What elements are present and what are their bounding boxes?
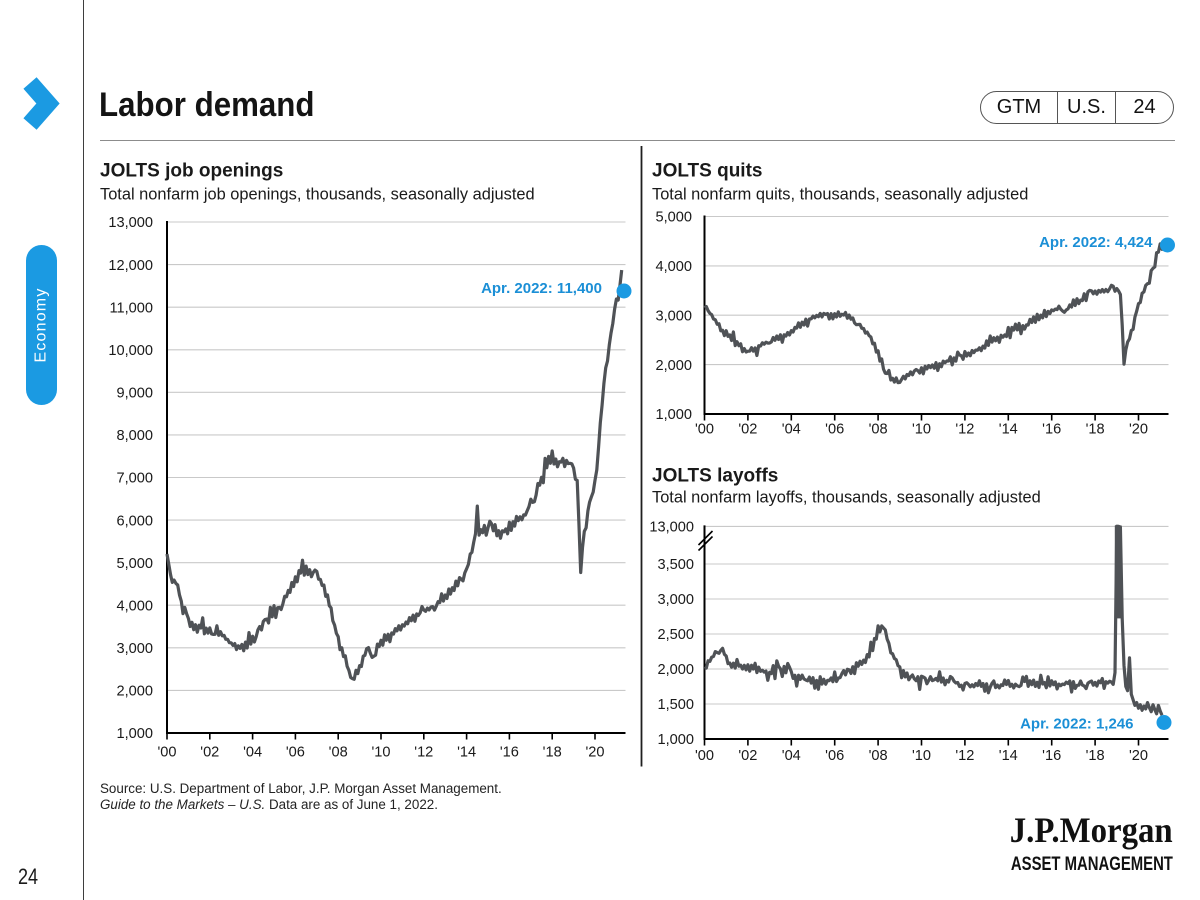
svg-text:'08: '08: [869, 748, 888, 764]
svg-text:'12: '12: [414, 745, 433, 761]
svg-text:'00: '00: [157, 745, 176, 761]
svg-text:3,500: 3,500: [657, 557, 694, 573]
svg-text:'18: '18: [1086, 748, 1105, 764]
svg-text:'08: '08: [869, 422, 888, 438]
svg-text:Total nonfarm job openings, th: Total nonfarm job openings, thousands, s…: [100, 186, 535, 204]
svg-text:'16: '16: [500, 745, 519, 761]
svg-text:5,000: 5,000: [116, 556, 153, 572]
svg-text:'04: '04: [243, 745, 262, 761]
svg-text:'18: '18: [543, 745, 562, 761]
svg-text:'20: '20: [1129, 422, 1148, 438]
svg-text:3,000: 3,000: [655, 308, 692, 324]
svg-text:8,000: 8,000: [116, 428, 153, 444]
svg-text:JOLTS job openings: JOLTS job openings: [100, 161, 283, 182]
svg-text:6,000: 6,000: [116, 513, 153, 529]
svg-text:1,000: 1,000: [657, 732, 694, 748]
svg-text:13,000: 13,000: [108, 215, 153, 231]
svg-text:'12: '12: [955, 422, 974, 438]
svg-text:'04: '04: [782, 748, 801, 764]
svg-text:2,000: 2,000: [657, 662, 694, 678]
svg-text:'00: '00: [695, 748, 714, 764]
svg-text:2,000: 2,000: [655, 358, 692, 374]
svg-text:Total nonfarm layoffs, thousan: Total nonfarm layoffs, thousands, season…: [652, 489, 1041, 507]
svg-text:11,000: 11,000: [109, 300, 153, 316]
svg-text:'02: '02: [738, 748, 757, 764]
svg-text:JOLTS quits: JOLTS quits: [652, 161, 762, 182]
svg-text:'06: '06: [825, 422, 844, 438]
svg-text:'10: '10: [912, 422, 931, 438]
svg-text:2,500: 2,500: [657, 627, 694, 643]
svg-text:5,000: 5,000: [655, 210, 692, 226]
svg-text:2,000: 2,000: [116, 684, 153, 700]
svg-text:1,000: 1,000: [655, 407, 692, 423]
svg-text:'02: '02: [738, 422, 757, 438]
svg-text:Apr. 2022: 1,246: Apr. 2022: 1,246: [1020, 716, 1133, 733]
svg-text:Apr. 2022: 11,400: Apr. 2022: 11,400: [481, 280, 602, 297]
svg-text:'02: '02: [200, 745, 219, 761]
svg-text:'16: '16: [1042, 422, 1061, 438]
svg-text:1,500: 1,500: [657, 697, 694, 713]
svg-text:9,000: 9,000: [116, 386, 153, 402]
svg-text:'18: '18: [1086, 422, 1105, 438]
svg-text:Total nonfarm quits, thousands: Total nonfarm quits, thousands, seasonal…: [652, 186, 1028, 204]
svg-text:'14: '14: [457, 745, 476, 761]
svg-text:'16: '16: [1042, 748, 1061, 764]
svg-text:'14: '14: [999, 748, 1018, 764]
svg-text:'14: '14: [999, 422, 1018, 438]
svg-text:'00: '00: [695, 422, 714, 438]
svg-text:12,000: 12,000: [108, 258, 153, 274]
svg-text:'10: '10: [912, 748, 931, 764]
svg-text:4,000: 4,000: [655, 259, 692, 275]
svg-text:7,000: 7,000: [116, 471, 153, 487]
svg-text:4,000: 4,000: [116, 599, 153, 615]
svg-text:'06: '06: [825, 748, 844, 764]
svg-text:'20: '20: [585, 745, 604, 761]
svg-text:'12: '12: [955, 748, 974, 764]
svg-text:13,000: 13,000: [649, 520, 694, 536]
svg-text:1,000: 1,000: [116, 726, 153, 742]
svg-text:JOLTS layoffs: JOLTS layoffs: [652, 466, 778, 487]
svg-text:'08: '08: [329, 745, 348, 761]
svg-text:'06: '06: [286, 745, 305, 761]
svg-text:3,000: 3,000: [116, 641, 153, 657]
svg-text:10,000: 10,000: [108, 343, 153, 359]
svg-text:Apr. 2022: 4,424: Apr. 2022: 4,424: [1039, 234, 1153, 251]
svg-text:'20: '20: [1129, 748, 1148, 764]
svg-text:3,000: 3,000: [657, 592, 694, 608]
svg-text:'10: '10: [371, 745, 390, 761]
svg-text:'04: '04: [782, 422, 801, 438]
